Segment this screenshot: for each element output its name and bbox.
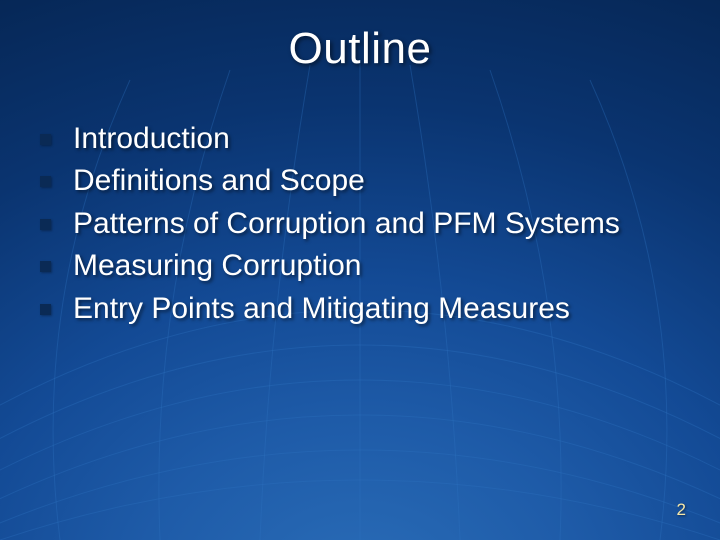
list-item-text: Patterns of Corruption and PFM Systems [73,205,684,243]
slide: Outline Introduction Definitions and Sco… [0,0,720,540]
slide-title: Outline [0,24,720,74]
list-item: Measuring Corruption [36,247,684,285]
square-bullet-icon [40,176,51,187]
list-item-text: Entry Points and Mitigating Measures [73,290,684,328]
square-bullet-icon [40,219,51,230]
slide-body: Introduction Definitions and Scope Patte… [36,120,684,332]
square-bullet-icon [40,134,51,145]
list-item: Entry Points and Mitigating Measures [36,290,684,328]
list-item: Introduction [36,120,684,158]
list-item-text: Definitions and Scope [73,162,684,200]
square-bullet-icon [40,261,51,272]
page-number: 2 [677,500,686,520]
list-item-text: Measuring Corruption [73,247,684,285]
list-item: Definitions and Scope [36,162,684,200]
square-bullet-icon [40,304,51,315]
list-item-text: Introduction [73,120,684,158]
list-item: Patterns of Corruption and PFM Systems [36,205,684,243]
